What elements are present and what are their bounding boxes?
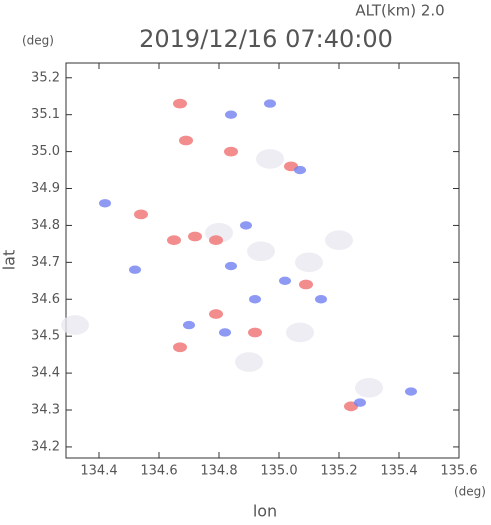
subtitle: ALT(km) 2.0 xyxy=(355,2,444,20)
echo xyxy=(240,221,252,230)
y-tick-label: 34.8 xyxy=(31,218,60,233)
x-tick-label: 135.6 xyxy=(440,464,477,479)
y-tick-label: 34.4 xyxy=(31,366,60,381)
echo xyxy=(224,146,238,157)
x-tick-label: 134.8 xyxy=(200,464,237,479)
x-axis-label: lon xyxy=(253,502,277,521)
echo xyxy=(99,199,111,208)
x-tick-label: 135.4 xyxy=(380,464,417,479)
chart-title: 2019/12/16 07:40:00 xyxy=(139,25,393,53)
echo xyxy=(247,241,275,262)
plot-frame xyxy=(65,62,460,459)
echo xyxy=(183,320,195,330)
echo xyxy=(179,135,193,146)
echo xyxy=(354,398,366,407)
y-tick-label: 35.0 xyxy=(31,144,60,159)
echo xyxy=(325,230,353,250)
echo xyxy=(256,149,284,169)
echo xyxy=(209,309,223,319)
echo xyxy=(295,252,323,273)
echo xyxy=(61,315,89,335)
echo xyxy=(188,231,202,242)
y-tick-label: 34.5 xyxy=(31,329,60,344)
echo xyxy=(225,261,237,271)
echo xyxy=(315,295,327,304)
x-tick-label: 134.4 xyxy=(80,464,117,479)
echo xyxy=(167,235,181,246)
echo xyxy=(249,295,261,304)
echo xyxy=(134,209,148,220)
y-tick-label: 34.3 xyxy=(31,403,60,418)
echo xyxy=(355,378,383,398)
y-tick-label: 35.1 xyxy=(31,107,60,122)
y-tick-label: 35.2 xyxy=(31,70,60,85)
echo xyxy=(129,265,141,274)
echo xyxy=(209,235,223,246)
y-unit: (deg) xyxy=(22,34,54,48)
echo xyxy=(299,279,313,290)
x-unit: (deg) xyxy=(454,485,486,499)
x-tick-label: 135.2 xyxy=(320,464,357,479)
echo xyxy=(294,165,306,175)
echo xyxy=(286,322,314,343)
echo xyxy=(279,276,291,286)
echo xyxy=(173,342,187,353)
echo xyxy=(264,99,276,108)
y-tick-label: 34.9 xyxy=(31,181,60,196)
echo xyxy=(173,98,187,109)
echo xyxy=(405,387,417,396)
y-axis-label: lat xyxy=(0,250,19,271)
y-tick-label: 34.2 xyxy=(31,439,60,454)
x-tick-label: 134.6 xyxy=(140,464,177,479)
echo xyxy=(225,110,237,119)
x-tick-label: 135.0 xyxy=(260,464,297,479)
echo xyxy=(235,352,263,372)
echo xyxy=(219,328,231,337)
y-tick-label: 34.6 xyxy=(31,292,60,307)
echo xyxy=(248,327,262,338)
y-tick-label: 34.7 xyxy=(31,255,60,270)
